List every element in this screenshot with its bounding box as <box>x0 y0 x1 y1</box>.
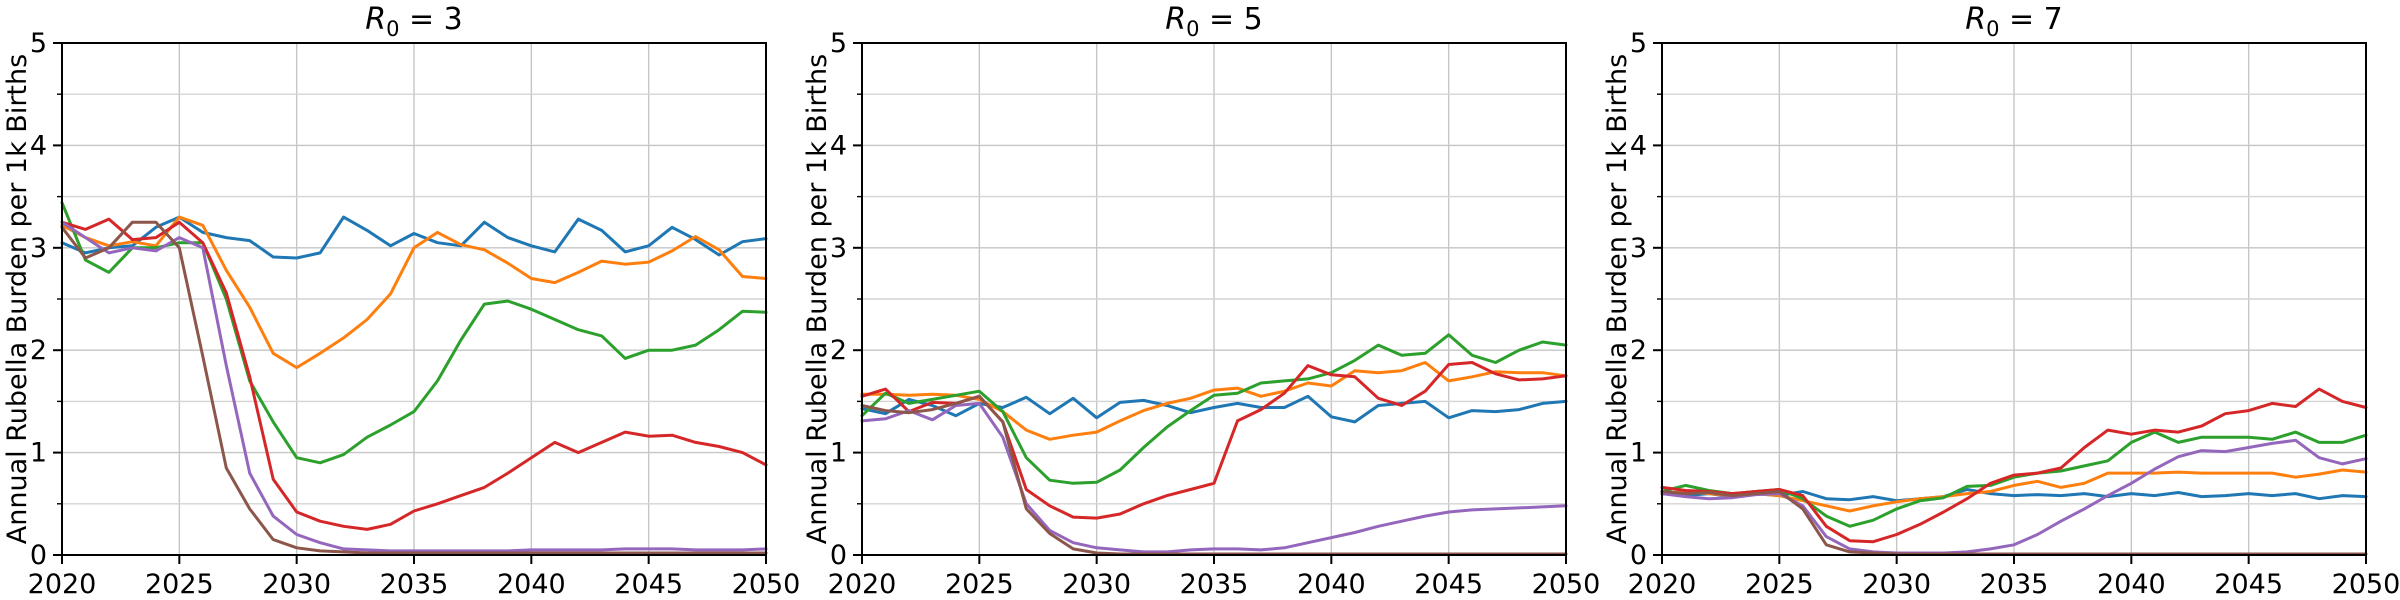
title-value: = 5 <box>1199 2 1263 37</box>
x-tick-label: 2050 <box>2332 569 2400 600</box>
title-subscript: 0 <box>1986 17 2000 41</box>
series-line-purple <box>60 220 768 553</box>
y-tick-label: 5 <box>830 28 847 59</box>
x-tick-label: 2035 <box>380 569 449 600</box>
x-tick-label: 2050 <box>732 569 800 600</box>
y-tick-label: 1 <box>30 438 47 469</box>
subplot-r0-7: Annual Rubella Burden per 1k Births R0 =… <box>1600 0 2400 600</box>
y-tick-label: 1 <box>1630 438 1647 469</box>
title-variable: R <box>1965 2 1987 37</box>
y-tick-label: 4 <box>830 130 847 161</box>
x-tick-label: 2035 <box>1980 569 2049 600</box>
x-tick-label: 2045 <box>614 569 683 600</box>
chart-title: R0 = 7 <box>1965 2 2063 41</box>
series-line-purple <box>860 401 1568 554</box>
x-tick-label: 2050 <box>1532 569 1600 600</box>
x-tick-label: 2040 <box>497 569 566 600</box>
series-line-purple <box>1660 438 2368 555</box>
title-variable: R <box>1165 2 1187 37</box>
plot-area: 2020 2025 2030 2035 2040 2045 2050 0 1 2 3 4 5 <box>28 28 800 600</box>
series-line-green <box>860 333 1568 485</box>
y-tick-label: 1 <box>830 438 847 469</box>
x-tick-label: 2035 <box>1180 569 1249 600</box>
title-subscript: 0 <box>386 17 400 41</box>
series-line-orange <box>1660 468 2368 513</box>
series-line-brown <box>60 220 768 555</box>
y-tick-label: 3 <box>30 233 47 264</box>
series-line-red <box>1660 387 2368 544</box>
y-tick-label: 5 <box>1630 28 1647 59</box>
series-line-orange <box>860 361 1568 441</box>
y-tick-label: 2 <box>30 335 47 366</box>
plot-area: 2020 2025 2030 2035 2040 2045 2050 0 1 2 3 4 5 <box>828 28 1600 600</box>
x-tick-label: 2045 <box>1414 569 1483 600</box>
y-tick-label: 4 <box>1630 130 1647 161</box>
series-line-green <box>60 201 768 465</box>
x-tick-label: 2020 <box>1628 569 1697 600</box>
x-tick-label: 2025 <box>145 569 214 600</box>
y-tick-label: 0 <box>830 540 847 571</box>
title-value: = 3 <box>399 2 463 37</box>
series-line-orange <box>60 215 768 370</box>
y-tick-label: 2 <box>1630 335 1647 366</box>
y-tick-label: 0 <box>30 540 47 571</box>
chart-title: R0 = 3 <box>365 2 463 41</box>
chart-title: R0 = 5 <box>1165 2 1263 41</box>
x-tick-label: 2025 <box>945 569 1014 600</box>
x-tick-label: 2030 <box>262 569 331 600</box>
subplot-r0-3: Annual Rubella Burden per 1k Births R0 =… <box>0 0 800 600</box>
x-tick-label: 2030 <box>1062 569 1131 600</box>
y-tick-label: 5 <box>30 28 47 59</box>
y-tick-label: 4 <box>30 130 47 161</box>
x-tick-label: 2025 <box>1745 569 1814 600</box>
plot-area: 2020 2025 2030 2035 2040 2045 2050 0 1 2 3 4 5 <box>1628 28 2400 600</box>
y-tick-label: 2 <box>830 335 847 366</box>
title-subscript: 0 <box>1186 17 1200 41</box>
series-line-red <box>60 217 768 531</box>
x-tick-label: 2040 <box>1297 569 1366 600</box>
y-tick-label: 0 <box>1630 540 1647 571</box>
x-tick-label: 2020 <box>28 569 97 600</box>
x-tick-label: 2030 <box>1862 569 1931 600</box>
y-tick-label: 3 <box>1630 233 1647 264</box>
y-tick-label: 3 <box>830 233 847 264</box>
x-tick-label: 2040 <box>2097 569 2166 600</box>
subplot-r0-5: Annual Rubella Burden per 1k Births R0 =… <box>800 0 1600 600</box>
x-tick-label: 2045 <box>2214 569 2283 600</box>
title-value: = 7 <box>1999 2 2063 37</box>
x-tick-label: 2020 <box>828 569 897 600</box>
title-variable: R <box>365 2 387 37</box>
